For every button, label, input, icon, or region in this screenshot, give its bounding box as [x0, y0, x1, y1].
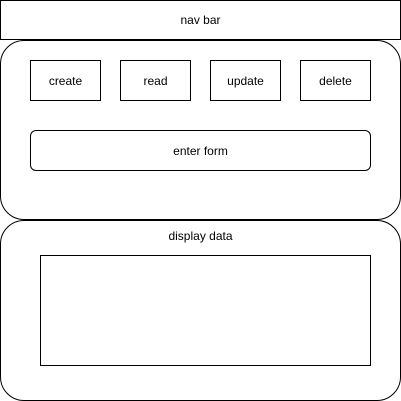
delete-button[interactable]: delete: [300, 60, 371, 101]
nav-bar-label: nav bar: [180, 13, 221, 27]
create-button-label: create: [48, 73, 83, 88]
display-data-title: display data: [168, 229, 233, 243]
enter-form[interactable]: enter form: [30, 130, 371, 171]
read-button-label: read: [143, 73, 168, 88]
create-button[interactable]: create: [30, 60, 101, 101]
enter-form-label: enter form: [173, 143, 228, 158]
nav-bar[interactable]: nav bar: [0, 0, 401, 40]
display-data-area: [40, 255, 371, 366]
update-button-label: update: [227, 73, 264, 88]
update-button[interactable]: update: [210, 60, 281, 101]
delete-button-label: delete: [319, 73, 352, 88]
read-button[interactable]: read: [120, 60, 191, 101]
